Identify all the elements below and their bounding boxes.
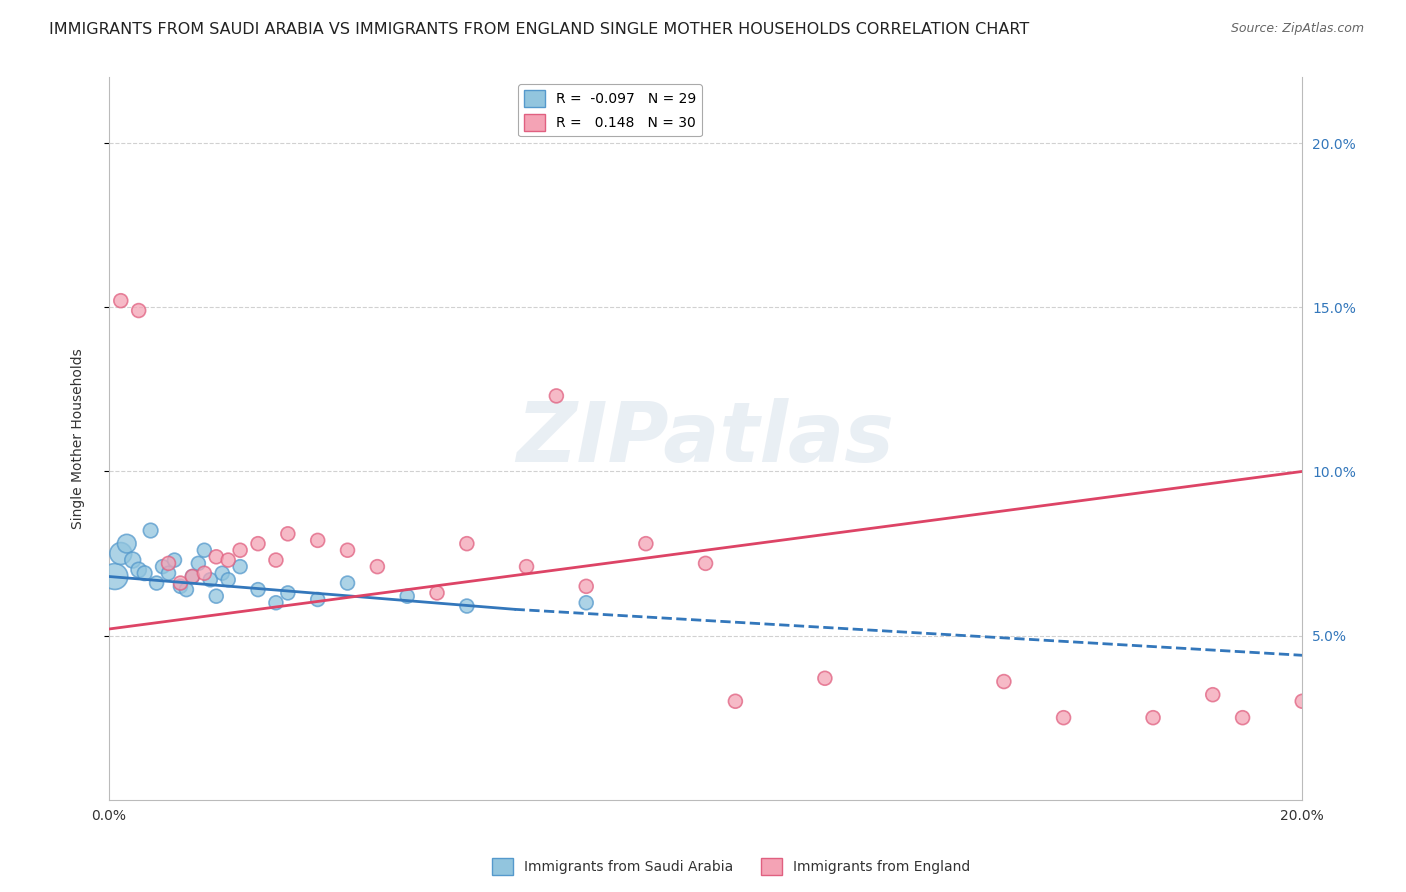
Point: [181, 569, 204, 583]
Point: [366, 559, 388, 574]
Point: [277, 586, 299, 600]
Point: [169, 579, 191, 593]
Text: Source: ZipAtlas.com: Source: ZipAtlas.com: [1230, 22, 1364, 36]
Point: [229, 559, 252, 574]
Point: [211, 566, 233, 581]
Point: [575, 579, 598, 593]
Point: [247, 582, 270, 597]
Point: [993, 674, 1015, 689]
Point: [157, 566, 180, 581]
Point: [181, 569, 204, 583]
Point: [128, 563, 150, 577]
Point: [205, 549, 228, 564]
Point: [277, 526, 299, 541]
Point: [176, 582, 198, 597]
Point: [128, 303, 150, 318]
Point: [307, 592, 329, 607]
Point: [200, 573, 222, 587]
Point: [139, 524, 162, 538]
Legend: Immigrants from Saudi Arabia, Immigrants from England: Immigrants from Saudi Arabia, Immigrants…: [486, 853, 976, 880]
Point: [456, 536, 478, 550]
Point: [169, 576, 191, 591]
Point: [336, 576, 359, 591]
Y-axis label: Single Mother Households: Single Mother Households: [72, 348, 86, 529]
Point: [515, 559, 537, 574]
Point: [1291, 694, 1313, 708]
Point: [307, 533, 329, 548]
Point: [110, 293, 132, 308]
Point: [396, 589, 419, 603]
Point: [724, 694, 747, 708]
Point: [193, 566, 215, 581]
Point: [456, 599, 478, 613]
Text: IMMIGRANTS FROM SAUDI ARABIA VS IMMIGRANTS FROM ENGLAND SINGLE MOTHER HOUSEHOLDS: IMMIGRANTS FROM SAUDI ARABIA VS IMMIGRAN…: [49, 22, 1029, 37]
Point: [426, 586, 449, 600]
Point: [193, 543, 215, 558]
Point: [1232, 711, 1254, 725]
Point: [152, 559, 174, 574]
Legend: R =  -0.097   N = 29, R =   0.148   N = 30: R = -0.097 N = 29, R = 0.148 N = 30: [519, 85, 702, 136]
Point: [121, 553, 143, 567]
Point: [157, 557, 180, 571]
Point: [163, 553, 186, 567]
Point: [217, 573, 239, 587]
Point: [134, 566, 156, 581]
Point: [264, 553, 287, 567]
Point: [145, 576, 167, 591]
Point: [187, 557, 209, 571]
Point: [247, 536, 270, 550]
Point: [1052, 711, 1074, 725]
Point: [110, 547, 132, 561]
Point: [336, 543, 359, 558]
Point: [217, 553, 239, 567]
Point: [634, 536, 657, 550]
Point: [115, 536, 138, 550]
Point: [546, 389, 568, 403]
Point: [1142, 711, 1164, 725]
Point: [814, 671, 837, 685]
Text: ZIPatlas: ZIPatlas: [516, 398, 894, 479]
Point: [264, 596, 287, 610]
Point: [695, 557, 717, 571]
Point: [229, 543, 252, 558]
Point: [1202, 688, 1225, 702]
Point: [575, 596, 598, 610]
Point: [205, 589, 228, 603]
Point: [104, 569, 127, 583]
